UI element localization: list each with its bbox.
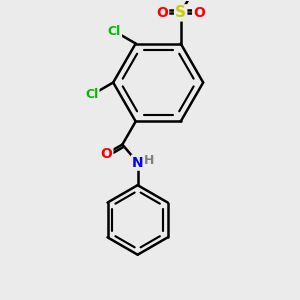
Text: N: N — [132, 156, 143, 170]
Text: O: O — [156, 6, 168, 20]
Text: Cl: Cl — [85, 88, 99, 101]
Text: S: S — [175, 5, 186, 20]
Text: O: O — [193, 6, 205, 20]
Text: Cl: Cl — [108, 25, 121, 38]
Text: O: O — [100, 147, 112, 161]
Text: H: H — [144, 154, 154, 167]
